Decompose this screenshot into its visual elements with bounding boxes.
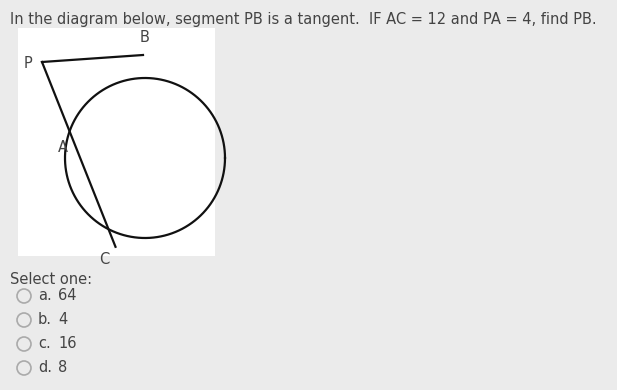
Text: A: A [58,140,68,156]
Text: In the diagram below, segment PB is a tangent.  IF AC = 12 and PA = 4, find PB.: In the diagram below, segment PB is a ta… [10,12,597,27]
Bar [18,28,215,256]
Text: b.: b. [38,312,52,328]
Text: d.: d. [38,360,52,376]
Text: 8: 8 [58,360,67,376]
Text: Select one:: Select one: [10,272,92,287]
Text: 16: 16 [58,337,77,351]
Text: 4: 4 [58,312,67,328]
Text: 64: 64 [58,289,77,303]
Text: a.: a. [38,289,52,303]
Text: B: B [140,30,150,45]
Text: C: C [99,252,109,267]
Text: c.: c. [38,337,51,351]
Text: P: P [23,57,32,71]
